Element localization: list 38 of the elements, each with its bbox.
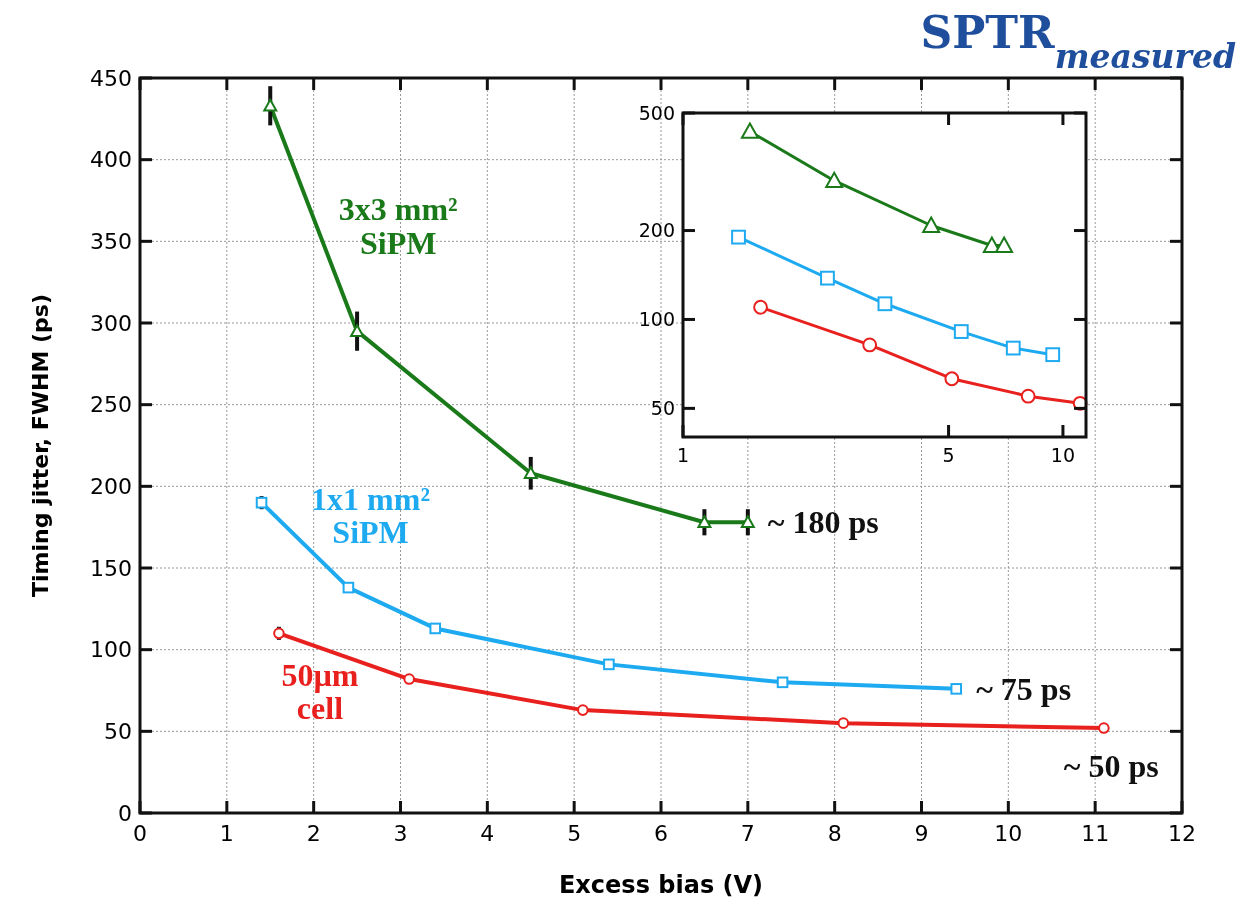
y-tick-label: 300 (90, 310, 132, 336)
series-label: 3x3 mm² SiPM (338, 190, 458, 261)
y-tick-label: 500 (638, 101, 675, 124)
series-label: 1x1 mm² SiPM (311, 480, 431, 551)
series-label: 50µm cell (281, 656, 359, 727)
x-tick-label: 6 (654, 821, 668, 846)
y-tick-label: 150 (90, 555, 132, 581)
y-tick-label: 250 (90, 392, 132, 418)
x-tick-label: 11 (1081, 821, 1110, 846)
x-tick-label: 10 (994, 821, 1023, 846)
x-tick-label: 1 (219, 821, 234, 846)
y-tick-label: 100 (90, 637, 132, 663)
y-tick-label: 200 (638, 219, 675, 242)
y-tick-label: 400 (90, 147, 132, 173)
x-tick-label: 4 (480, 821, 495, 846)
y-tick-label: 50 (104, 719, 132, 745)
x-tick-label: 9 (914, 821, 929, 846)
y-tick-label: 0 (118, 800, 132, 826)
annotation: ~ 75 ps (976, 671, 1072, 708)
y-tick-label: 100 (638, 308, 675, 331)
x-tick-label: 8 (827, 821, 842, 846)
annotation: ~ 50 ps (1063, 748, 1159, 785)
x-tick-label: 10 (1050, 444, 1076, 466)
x-tick-label: 1 (676, 444, 690, 466)
y-axis-title: Timing jitter, FWHM (ps) (28, 294, 53, 597)
x-tick-label: 7 (740, 821, 755, 846)
x-tick-label: 12 (1168, 821, 1196, 846)
x-tick-label: 2 (306, 821, 321, 846)
x-tick-label: 5 (567, 821, 582, 846)
y-tick-label: 350 (90, 229, 132, 255)
x-tick-label: 3 (393, 821, 408, 846)
y-tick-label: 50 (650, 397, 675, 420)
annotation: ~ 180 ps (767, 504, 879, 541)
text: SPTR$_{measured}$ (920, 7, 1236, 76)
y-tick-label: 450 (90, 65, 132, 91)
x-axis-title: Excess bias (V) (558, 871, 764, 899)
y-tick-label: 200 (90, 474, 132, 500)
x-tick-label: 5 (942, 444, 955, 466)
